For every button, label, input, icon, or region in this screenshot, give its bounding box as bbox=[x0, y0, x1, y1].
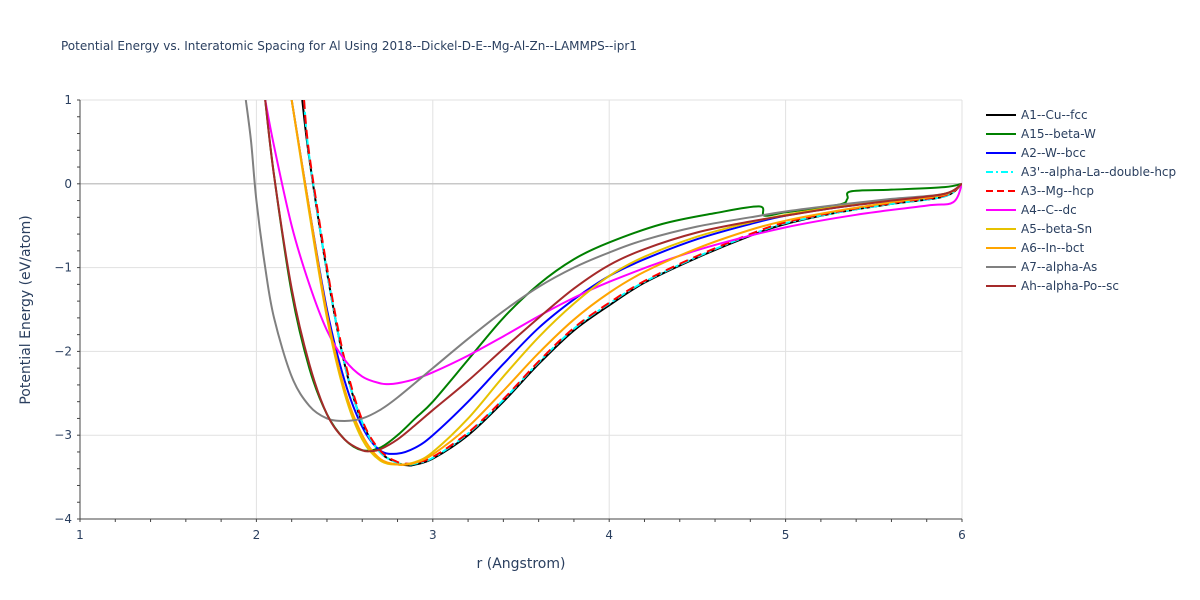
axes: 1 2 3 4 5 6 −4 −3 −2 −1 0 1 bbox=[54, 93, 966, 542]
legend-label-0: A1--Cu--fcc bbox=[1021, 108, 1088, 122]
legend-label-6: A5--beta-Sn bbox=[1021, 222, 1092, 236]
x-tick-label: 5 bbox=[782, 528, 790, 542]
y-tick-label: −2 bbox=[54, 344, 72, 358]
x-tick-label: 2 bbox=[253, 528, 261, 542]
series-line-5 bbox=[264, 100, 962, 386]
x-tick-label: 3 bbox=[429, 528, 437, 542]
series-line-7 bbox=[290, 100, 962, 467]
series-line-4 bbox=[303, 100, 962, 465]
y-axis-title: Potential Energy (eV/atom) bbox=[18, 215, 34, 404]
legend-label-2: A2--W--bcc bbox=[1021, 146, 1086, 160]
series-line-0 bbox=[301, 100, 962, 467]
legend-label-8: A7--alpha-As bbox=[1021, 260, 1097, 274]
legend-label-3: A3'--alpha-La--double-hcp bbox=[1021, 165, 1176, 179]
y-tick-label: 0 bbox=[64, 177, 72, 191]
y-tick-label: −3 bbox=[54, 428, 72, 442]
grid-lines bbox=[80, 99, 963, 519]
series-line-8 bbox=[244, 100, 962, 422]
plot-area bbox=[244, 100, 962, 467]
legend: A1--Cu--fcc A15--beta-W A2--W--bcc A3'--alp… bbox=[986, 108, 1176, 293]
chart-title: Potential Energy vs. Interatomic Spacing… bbox=[61, 39, 637, 53]
series-line-9 bbox=[264, 100, 962, 453]
x-tick-label: 1 bbox=[76, 528, 84, 542]
y-tick-label: −1 bbox=[54, 261, 72, 275]
series-line-1 bbox=[264, 100, 962, 452]
legend-label-1: A15--beta-W bbox=[1021, 127, 1096, 141]
legend-label-7: A6--In--bct bbox=[1021, 241, 1085, 255]
x-tick-label: 6 bbox=[958, 528, 966, 542]
legend-label-5: A4--C--dc bbox=[1021, 203, 1077, 217]
y-tick-label: −4 bbox=[54, 512, 72, 526]
x-tick-label: 4 bbox=[605, 528, 613, 542]
series-line-3 bbox=[303, 100, 962, 466]
y-tick-label: 1 bbox=[64, 93, 72, 107]
x-axis-title: r (Angstrom) bbox=[477, 556, 566, 572]
legend-label-4: A3--Mg--hcp bbox=[1021, 184, 1094, 198]
legend-label-9: Ah--alpha-Po--sc bbox=[1021, 279, 1119, 293]
